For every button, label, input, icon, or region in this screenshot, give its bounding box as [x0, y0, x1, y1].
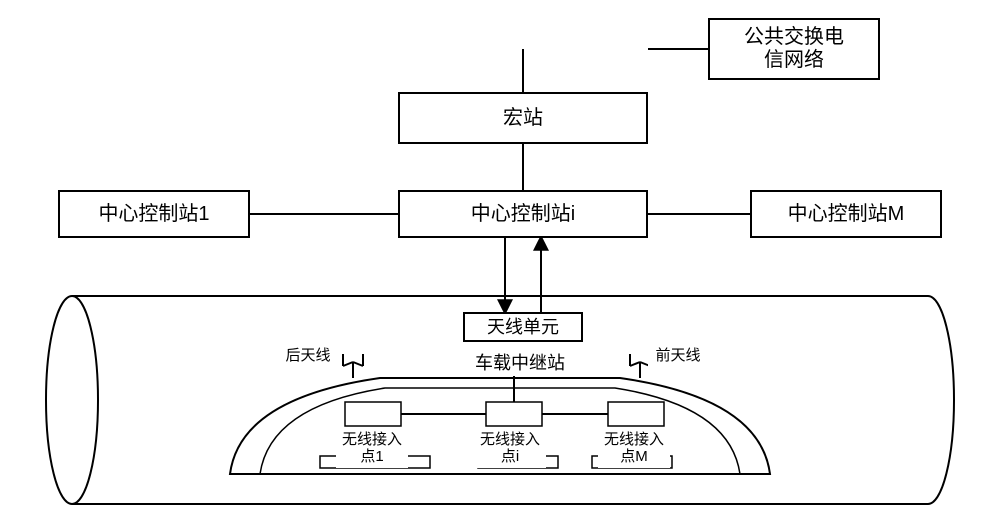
node-wapi: 无线接入 点i — [474, 428, 546, 468]
node-cc1: 中心控制站1 — [58, 190, 250, 238]
node-macro: 宏站 — [398, 92, 648, 144]
node-front_ant: 前天线 — [648, 344, 708, 368]
node-wap1: 无线接入 点1 — [336, 428, 408, 468]
node-rear_ant: 后天线 — [278, 344, 338, 368]
node-antunit: 天线单元 — [463, 312, 583, 342]
node-cci: 中心控制站i — [398, 190, 648, 238]
node-pstn: 公共交换电 信网络 — [708, 18, 880, 80]
node-relay: 车载中继站 — [450, 350, 590, 376]
node-wapM: 无线接入 点M — [598, 428, 670, 468]
node-ccM: 中心控制站M — [750, 190, 942, 238]
